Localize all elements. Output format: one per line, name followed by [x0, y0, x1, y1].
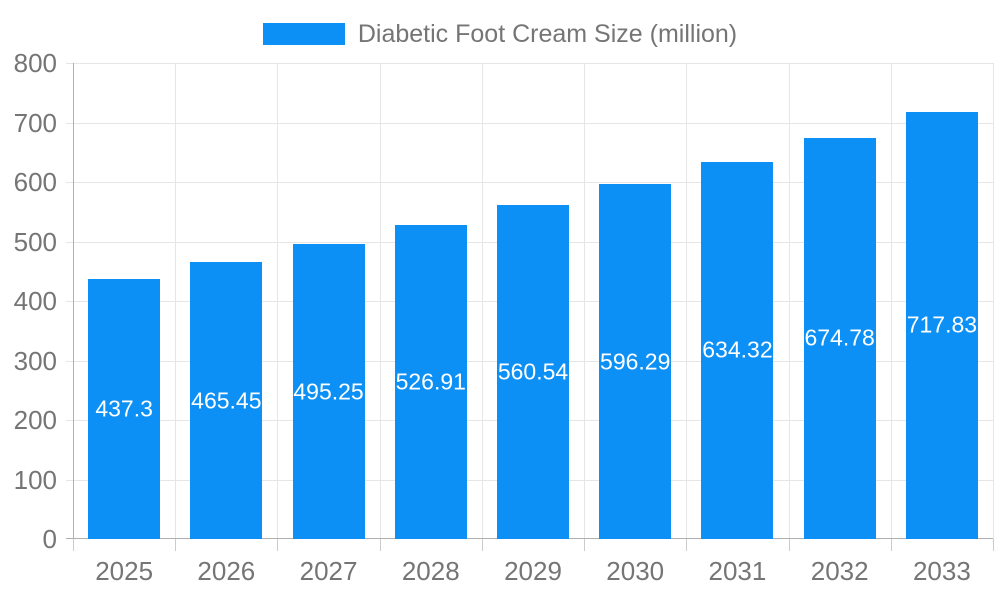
legend-swatch	[262, 23, 345, 45]
y-tick-label: 400	[13, 286, 57, 316]
bar-value-label: 465.45	[191, 387, 262, 414]
y-tick-label: 300	[13, 345, 57, 376]
x-gridline	[277, 63, 279, 539]
plot-area: 437.3 465.45 495.25 526.91 560.54 596.29 634.3…	[66, 63, 994, 551]
bar-value-label: 634.32	[702, 336, 773, 363]
bar-value-label: 596.29	[600, 348, 671, 375]
y-gridline	[66, 182, 993, 183]
bar-value-label: 495.25	[293, 378, 364, 405]
x-tick-label: 2027	[299, 556, 358, 586]
x-tick-mark	[788, 539, 790, 551]
y-tick-label: 500	[13, 226, 57, 257]
x-tick-mark	[993, 539, 994, 551]
x-gridline	[686, 63, 688, 539]
y-axis-line	[73, 63, 74, 539]
bar	[88, 278, 161, 539]
y-tick-label: 700	[13, 107, 57, 138]
bar	[190, 262, 263, 539]
bar-value-label: 437.3	[95, 395, 153, 422]
x-tick-label: 2028	[401, 556, 460, 586]
bar	[701, 161, 774, 539]
x-tick-label: 2033	[912, 556, 971, 586]
x-tick-mark	[481, 539, 483, 551]
bar-value-label: 717.83	[906, 311, 978, 338]
bar	[599, 184, 672, 539]
bar	[803, 137, 876, 539]
y-tick-label: 200	[13, 405, 57, 435]
x-tick-mark	[175, 539, 177, 551]
x-tick-mark	[890, 539, 892, 551]
bar-value-label: 560.54	[497, 358, 569, 385]
x-gridline	[788, 63, 790, 539]
y-gridline	[66, 63, 993, 64]
x-gridline	[175, 63, 177, 539]
bar-value-label: 526.91	[395, 368, 466, 395]
x-tick-label: 2025	[95, 556, 154, 586]
x-tick-mark	[277, 539, 279, 551]
y-tick-label: 600	[13, 167, 57, 197]
x-tick-mark	[73, 539, 74, 551]
x-tick-label: 2026	[197, 556, 256, 586]
x-gridline	[993, 63, 994, 539]
x-gridline	[481, 63, 483, 539]
x-tick-mark	[686, 539, 688, 551]
x-gridline	[890, 63, 892, 539]
y-tick-label: 800	[13, 48, 57, 78]
legend-label: Diabetic Foot Cream Size (million)	[357, 19, 738, 48]
x-tick-label: 2029	[504, 556, 562, 586]
x-tick-label: 2030	[606, 556, 665, 586]
bar	[394, 225, 467, 539]
x-tick-mark	[584, 539, 586, 551]
y-tick-label: 0	[42, 524, 57, 554]
x-gridline	[379, 63, 381, 539]
bar-value-label: 674.78	[804, 324, 875, 351]
bar	[497, 205, 569, 539]
x-tick-label: 2032	[810, 556, 869, 586]
legend: Diabetic Foot Cream Size (million)	[0, 20, 1000, 48]
bar	[905, 111, 978, 539]
bar	[292, 244, 365, 539]
x-tick-label: 2031	[708, 556, 767, 586]
y-tick-label: 100	[13, 464, 57, 495]
y-gridline	[66, 122, 993, 124]
x-gridline	[584, 63, 586, 539]
x-tick-mark	[379, 539, 381, 551]
